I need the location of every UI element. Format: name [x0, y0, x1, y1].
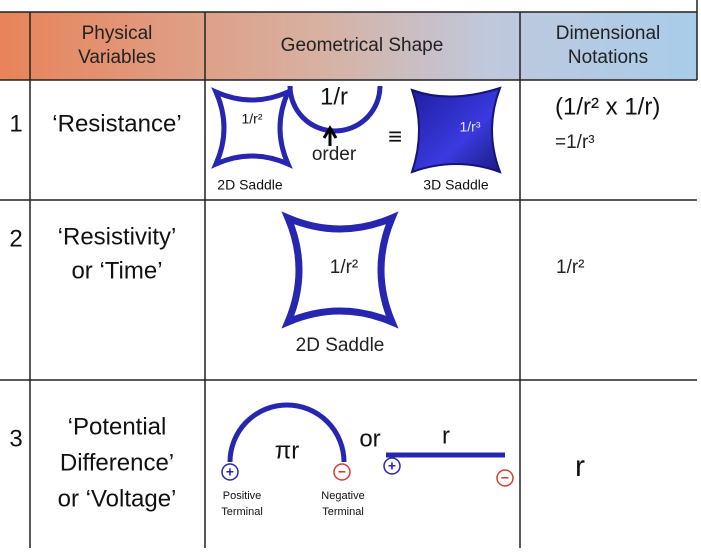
shape-label: 1/r² [242, 111, 263, 127]
header-text: Physical [82, 23, 153, 44]
shape-label: or [359, 425, 380, 452]
shape-label: 1/r [320, 83, 348, 110]
shape-label: πr [275, 437, 300, 464]
variable: ‘Resistance’ [52, 110, 181, 137]
shape-label: r [442, 422, 450, 449]
terminal-label: Terminal [221, 506, 263, 518]
terminal-sign: + [388, 458, 396, 474]
header-text: Variables [78, 47, 156, 68]
variable: ‘Resistivity’ [58, 223, 177, 250]
shape-label: 2D Saddle [296, 335, 385, 356]
terminal-sign: + [226, 464, 234, 480]
header-text: Notations [568, 47, 648, 68]
header-text: Geometrical Shape [281, 35, 444, 56]
notation: =1/r³ [555, 132, 595, 153]
header-text: Dimensional [556, 23, 661, 44]
notation: r [575, 450, 585, 483]
terminal-sign: − [338, 464, 346, 480]
row-number: 3 [9, 425, 22, 452]
shape-label: 1/r³ [460, 119, 481, 135]
terminal-label: Positive [223, 490, 262, 502]
notation: 1/r² [556, 257, 585, 278]
equiv: ≡ [388, 123, 402, 150]
shape-label: 1/r² [330, 257, 359, 278]
variable: or ‘Voltage’ [58, 485, 177, 512]
saddle-2d [216, 92, 288, 164]
terminal-sign: − [501, 470, 509, 486]
terminal-label: Terminal [322, 506, 364, 518]
variable: ‘Potential [68, 413, 167, 440]
variable: Difference’ [60, 449, 174, 476]
table: Physical Variables Geometrical Shape Dim… [0, 0, 701, 548]
page: Physical Variables Geometrical Shape Dim… [0, 0, 701, 553]
saddle-3d [412, 88, 500, 172]
variable: or ‘Time’ [71, 257, 162, 284]
notation: (1/r² x 1/r) [555, 93, 660, 120]
shape-label: 3D Saddle [423, 177, 489, 193]
shape-label: order [312, 144, 357, 165]
row-number: 2 [9, 225, 22, 252]
terminal-label: Negative [321, 490, 364, 502]
shape-label: 2D Saddle [217, 177, 283, 193]
row-number: 1 [9, 110, 22, 137]
